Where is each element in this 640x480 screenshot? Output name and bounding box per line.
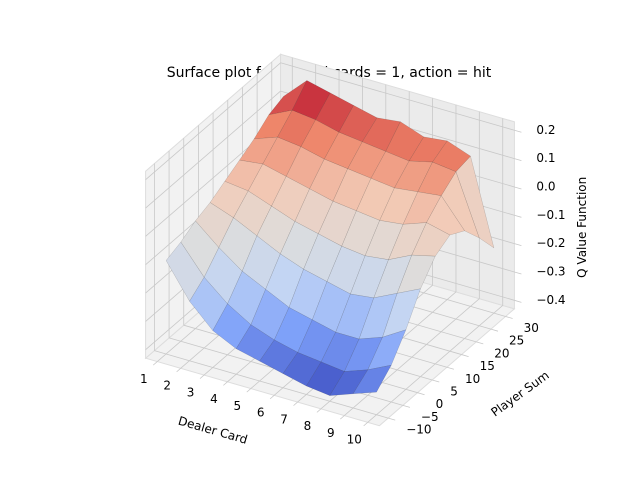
x-tick-label: 5 xyxy=(233,399,241,413)
tick-mark xyxy=(432,379,440,383)
tick-mark xyxy=(363,422,368,427)
tick-mark xyxy=(340,415,345,420)
surface-face xyxy=(417,161,457,196)
tick-mark xyxy=(514,271,522,275)
z-axis-label: Q Value Function xyxy=(575,177,589,278)
surface-face xyxy=(432,140,471,172)
y-tick-label: 20 xyxy=(494,346,509,360)
tick-mark xyxy=(514,129,522,133)
x-tick-label: 6 xyxy=(257,406,265,420)
tick-mark xyxy=(476,341,484,345)
y-tick-label: −10 xyxy=(406,423,431,437)
tick-mark xyxy=(176,368,181,373)
tick-mark xyxy=(269,395,275,400)
tick-mark xyxy=(199,374,205,379)
x-tick-label: 3 xyxy=(187,385,195,399)
tick-mark xyxy=(505,316,513,319)
tick-mark xyxy=(490,328,499,332)
surface-face xyxy=(426,195,465,236)
y-tick-label: 25 xyxy=(509,334,524,348)
y-tick-label: 0 xyxy=(436,397,444,411)
tick-mark xyxy=(514,299,522,303)
x-tick-label: 10 xyxy=(347,433,362,447)
x-tick-label: 4 xyxy=(210,392,218,406)
grid-line xyxy=(145,62,281,180)
tick-mark xyxy=(417,392,425,396)
y-tick-label: 30 xyxy=(524,321,539,335)
tick-mark xyxy=(223,381,228,386)
x-tick-label: 8 xyxy=(304,419,312,433)
surface-face xyxy=(352,364,392,395)
tick-mark xyxy=(316,408,322,413)
surface-face xyxy=(180,220,220,278)
x-tick-label: 2 xyxy=(163,379,171,393)
x-tick-label: 9 xyxy=(327,426,335,440)
tick-mark xyxy=(461,354,469,357)
tick-mark xyxy=(514,243,522,247)
y-tick-label: 10 xyxy=(465,372,480,386)
x-axis-label: Dealer Card xyxy=(177,414,250,447)
z-tick-label: −0.2 xyxy=(536,236,565,250)
z-tick-label: −0.1 xyxy=(536,208,565,222)
tick-mark xyxy=(514,186,522,190)
surface-face xyxy=(367,329,407,371)
y-axis-label: Player Sum xyxy=(488,368,551,419)
z-tick-label: 0.1 xyxy=(536,151,555,165)
tick-mark xyxy=(514,158,522,162)
tick-mark xyxy=(388,417,396,421)
y-tick-label: 5 xyxy=(450,385,458,399)
x-tick-label: 7 xyxy=(280,412,288,426)
x-tick-label: 1 xyxy=(140,372,148,386)
tick-mark xyxy=(152,361,158,366)
grid-line xyxy=(154,350,389,419)
tick-mark xyxy=(246,388,252,393)
tick-mark xyxy=(514,214,522,218)
tick-mark xyxy=(402,405,411,408)
tick-mark xyxy=(293,401,298,406)
y-tick-label: 15 xyxy=(480,359,495,373)
tick-mark xyxy=(446,366,455,370)
grid-line xyxy=(280,62,515,131)
y-tick-label: −5 xyxy=(421,410,439,424)
z-tick-label: −0.4 xyxy=(536,293,565,307)
grid-line xyxy=(145,90,281,209)
z-tick-label: −0.3 xyxy=(536,264,565,278)
surface-face xyxy=(165,241,205,302)
z-tick-label: 0.0 xyxy=(536,179,555,193)
z-tick-label: 0.2 xyxy=(536,123,555,137)
